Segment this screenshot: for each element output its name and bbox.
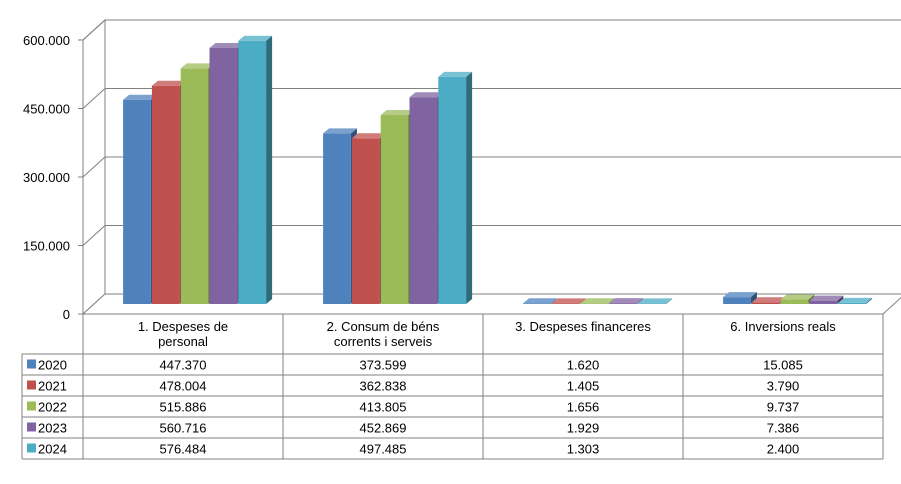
bar-side [866, 297, 873, 304]
data-label: 7.386 [767, 421, 800, 436]
bar [351, 138, 380, 304]
data-label: 452.869 [360, 421, 407, 436]
data-label: 362.838 [360, 379, 407, 394]
bar-top [323, 128, 357, 134]
bar [838, 302, 867, 304]
data-label: 1.656 [567, 400, 600, 415]
legend-entry: 2022 [38, 400, 67, 415]
data-label: 9.737 [767, 400, 800, 415]
data-label: 1.620 [567, 358, 600, 373]
bar-top [609, 298, 644, 304]
bar-top [638, 298, 673, 304]
bar-side [550, 298, 557, 304]
category-label: 2. Consum de béns [327, 319, 440, 334]
data-label: 560.716 [160, 421, 207, 436]
bar-top [151, 80, 186, 86]
bar [551, 303, 580, 304]
bar [809, 300, 838, 304]
legend-entry: 2024 [38, 442, 67, 457]
legend-entry: 2020 [38, 358, 67, 373]
y-tick-label: 450.000 [23, 102, 70, 117]
category-label: personal [158, 334, 208, 349]
bar [780, 299, 809, 304]
gridline-side [82, 88, 106, 109]
bar [638, 303, 667, 304]
bar [438, 76, 467, 304]
bar-side [466, 71, 473, 304]
category-label: 3. Despeses financeres [515, 319, 651, 334]
bar [380, 115, 409, 304]
bar-top [809, 295, 844, 301]
bar [123, 99, 151, 304]
bar [609, 303, 638, 304]
bar-side [266, 35, 273, 304]
bar-top [209, 42, 244, 48]
y-axis: 0 150.000 300.000 450.000 600.000 [23, 33, 83, 322]
data-label: 3.790 [767, 379, 800, 394]
bar-top [409, 92, 444, 98]
y-tick-label: 150.000 [23, 239, 70, 254]
legend-key [27, 380, 36, 390]
category-label: corrents i serveis [334, 334, 433, 349]
bar-side [608, 298, 615, 304]
bar-side [666, 298, 673, 304]
bar [180, 68, 209, 304]
bar-top [723, 292, 757, 298]
bar [238, 40, 267, 304]
legend-key [27, 422, 36, 432]
bar [751, 302, 780, 304]
gridline-side [82, 225, 106, 246]
data-label: 2.400 [767, 442, 800, 457]
bar-side [750, 292, 757, 304]
data-label: 515.886 [160, 400, 207, 415]
data-label: 373.599 [360, 358, 407, 373]
data-label: 15.085 [763, 358, 803, 373]
bar-top [838, 297, 873, 303]
bar [323, 133, 351, 304]
bar-top [238, 35, 273, 41]
bar-top [751, 297, 786, 303]
bars [123, 35, 873, 305]
data-label: 576.484 [160, 442, 207, 457]
bar [723, 297, 751, 304]
gridline-side [82, 156, 106, 178]
bar [523, 303, 551, 304]
y-tick-label: 600.000 [23, 33, 70, 48]
y-tick-label: 0 [63, 307, 70, 322]
bar-top [438, 71, 473, 77]
bar-top [580, 298, 615, 304]
category-label: 6. Inversions reals [730, 319, 836, 334]
bar-side [579, 298, 586, 304]
bar-side [637, 298, 644, 304]
legend-entry: 2021 [38, 379, 67, 394]
data-label: 1.303 [567, 442, 600, 457]
category-label: 1. Despeses de [138, 319, 228, 334]
bar-top [380, 110, 415, 116]
bar-top [780, 294, 815, 300]
bar-top [523, 298, 557, 304]
data-label: 413.805 [360, 400, 407, 415]
gridline-side [82, 19, 106, 41]
bar-top [123, 94, 157, 100]
bar-side [837, 295, 844, 304]
bar [580, 303, 609, 304]
data-label: 1.929 [567, 421, 600, 436]
bar [209, 47, 238, 304]
bar-top [180, 63, 215, 69]
data-label: 497.485 [360, 442, 407, 457]
legend-entry: 2023 [38, 421, 67, 436]
bar-top [351, 133, 386, 139]
data-label: 478.004 [160, 379, 207, 394]
bar-top [551, 298, 586, 304]
legend-key [27, 401, 36, 411]
y-tick-label: 300.000 [23, 170, 70, 185]
legend-key [27, 443, 36, 453]
data-label: 447.370 [160, 358, 207, 373]
legend-key [27, 359, 36, 369]
bar [151, 85, 180, 304]
data-label: 1.405 [567, 379, 600, 394]
bar [409, 97, 438, 305]
